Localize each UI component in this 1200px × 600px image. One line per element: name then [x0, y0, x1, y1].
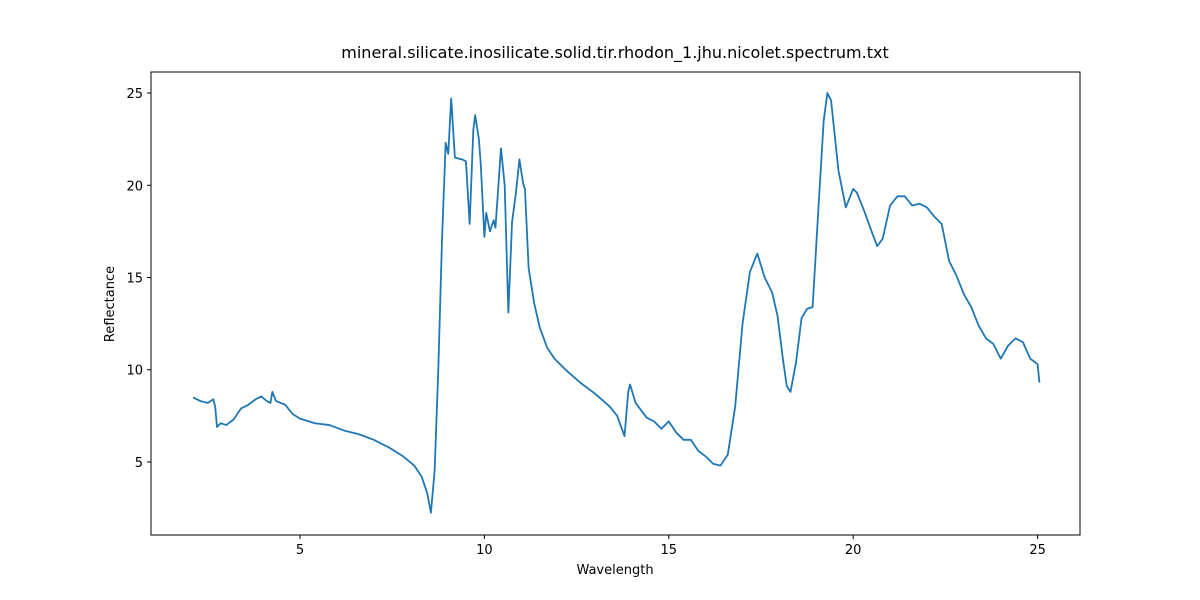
y-axis-label: Reflectance: [103, 266, 118, 342]
x-tick-label: 25: [1029, 543, 1046, 558]
y-tick-label: 10: [126, 364, 143, 379]
x-tick-label: 10: [476, 543, 493, 558]
data-line: [192, 92, 1041, 514]
y-tick-label: 25: [126, 87, 143, 102]
y-tick-label: 15: [126, 271, 143, 286]
x-tick-label: 20: [845, 543, 862, 558]
plot-frame: [150, 71, 1081, 536]
x-tick-label: 5: [296, 543, 304, 558]
y-tick-label: 5: [135, 456, 143, 471]
chart-title: mineral.silicate.inosilicate.solid.tir.r…: [341, 43, 888, 63]
y-tick-label: 20: [126, 179, 143, 194]
x-axis-label: Wavelength: [576, 563, 653, 578]
x-tick-label: 15: [661, 543, 678, 558]
